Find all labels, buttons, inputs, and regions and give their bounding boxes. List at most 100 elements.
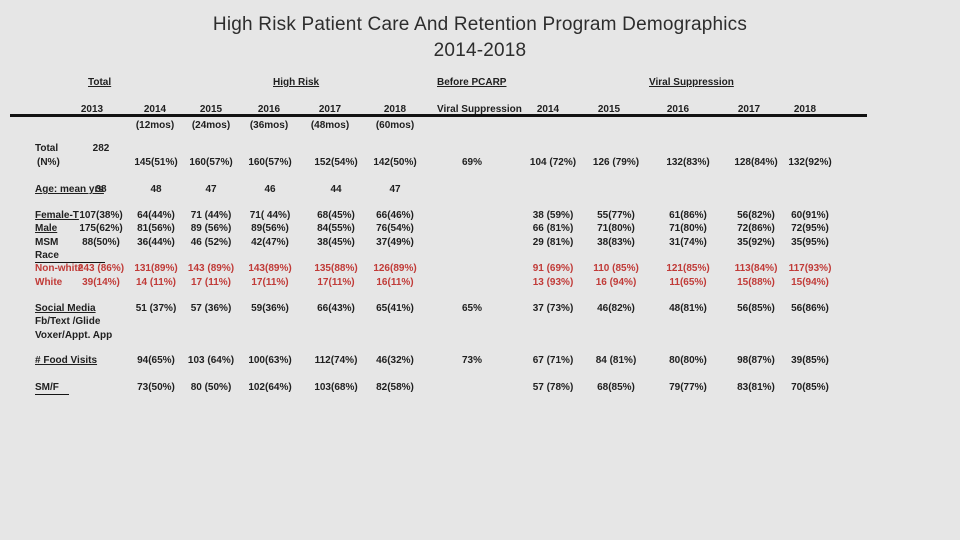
cell: 56(85%) [737, 303, 775, 314]
group-header-high-risk: High Risk [273, 77, 320, 88]
cell: 56(86%) [791, 303, 829, 314]
cell: 35(95%) [791, 237, 829, 248]
slide-title-line2: 2014-2018 [433, 40, 527, 61]
col-subheader-12mos: (12mos) [135, 120, 175, 131]
col-header-hr-2018: 2018 [383, 104, 407, 115]
cell: 16 (94%) [595, 277, 637, 288]
row-label-voxer-appt-app: Voxer/Appt. App [35, 330, 113, 341]
cell: 80 (50%) [190, 382, 232, 393]
col-header-vs-2017: 2017 [737, 104, 761, 115]
cell: 89(56%) [251, 223, 289, 234]
cell: 65% [461, 303, 482, 314]
cell: 81(56%) [137, 223, 175, 234]
row-label-food-visits: # Food Visits [35, 355, 98, 366]
cell: 29 (81%) [532, 237, 574, 248]
cell: 46 [264, 184, 276, 195]
col-subheader-36mos: (36mos) [249, 120, 289, 131]
cell: 126 (79%) [592, 157, 640, 168]
group-header-row: Total High Risk Before PCARP Viral Suppr… [0, 76, 960, 89]
row-social-media: Social Media 51 (37%) 57 (36%) 59(36%) 6… [0, 302, 960, 315]
cell: 47 [205, 184, 217, 195]
cell: 31(74%) [669, 237, 707, 248]
cell: 89 (56%) [190, 223, 232, 234]
cell: 72(86%) [737, 223, 775, 234]
cell: 68(45%) [317, 210, 355, 221]
row-label-smf: SM/F [35, 381, 69, 395]
cell: 17(11%) [251, 277, 289, 288]
cell: 66 (81%) [532, 223, 574, 234]
cell: 14 (11%) [135, 277, 177, 288]
cell: 117(93%) [788, 263, 832, 274]
cell: 107(38%) [79, 210, 123, 221]
cell: 84(55%) [317, 223, 355, 234]
cell: 160(57%) [248, 157, 292, 168]
cell: 67 (71%) [532, 355, 574, 366]
cell: 57 (36%) [190, 303, 232, 314]
cell: 46 (52%) [190, 237, 232, 248]
cell: 71(80%) [597, 223, 635, 234]
row-female: Female-T 107(38%) 64(44%) 71 (44%) 71( 4… [0, 209, 960, 222]
cell: 128(84%) [734, 157, 778, 168]
cell: 143(89%) [248, 263, 292, 274]
cell: 15(88%) [737, 277, 775, 288]
cell: 145(51%) [134, 157, 178, 168]
cell: 44 [330, 184, 342, 195]
cell: 104 (72%) [529, 157, 577, 168]
cell: 103 (64%) [187, 355, 235, 366]
cell: 56(82%) [737, 210, 775, 221]
header-divider-line [10, 114, 867, 117]
cell: 57 (78%) [532, 382, 574, 393]
cell: 61(86%) [669, 210, 707, 221]
cell: 71 (44%) [190, 210, 232, 221]
row-male: Male 175(62%) 81(56%) 89 (56%) 89(56%) 8… [0, 222, 960, 235]
row-label-white: White [35, 277, 63, 288]
group-header-total: Total [88, 77, 112, 88]
col-header-hr-2017: 2017 [318, 104, 342, 115]
cell: 38(83%) [597, 237, 635, 248]
row-label-race: Race [35, 249, 105, 263]
group-header-before-pcarp: Before PCARP [437, 77, 507, 88]
cell: 64(44%) [137, 210, 175, 221]
cell: 132(83%) [666, 157, 710, 168]
cell: 84 (81%) [595, 355, 637, 366]
col-subheader-24mos: (24mos) [191, 120, 231, 131]
cell: 76(54%) [376, 223, 414, 234]
row-label-fb-text-glide: Fb/Text /Glide [35, 316, 101, 327]
cell: 39(14%) [82, 277, 120, 288]
row-label-non-white: Non-white [35, 263, 84, 274]
col-subheader-60mos: (60mos) [375, 120, 415, 131]
cell: 16(11%) [376, 277, 414, 288]
cell: 68(85%) [597, 382, 635, 393]
row-social-media-sub1: Fb/Text /Glide [0, 315, 960, 328]
cell: 71( 44%) [249, 210, 291, 221]
cell: 88(50%) [82, 237, 120, 248]
cell: 48 [150, 184, 162, 195]
cell: 100(63%) [248, 355, 292, 366]
cell: 51 (37%) [135, 303, 177, 314]
row-non-white: Non-white 243 (86%) 131(89%) 143 (89%) 1… [0, 262, 960, 275]
cell: 48(81%) [669, 303, 707, 314]
col-header-vs-2014: 2014 [536, 104, 560, 115]
cell: 60(91%) [791, 210, 829, 221]
row-total: Total 282 [0, 142, 960, 155]
row-food-visits: # Food Visits 94(65%) 103 (64%) 100(63%)… [0, 354, 960, 367]
row-label-n-pct: (N%) [37, 157, 60, 168]
cell: 102(64%) [248, 382, 292, 393]
cell: 121(85%) [666, 263, 710, 274]
col-subheader-48mos: (48mos) [310, 120, 350, 131]
row-label-total: Total [35, 143, 59, 154]
col-header-hr-2016: 2016 [257, 104, 281, 115]
cell: 152(54%) [314, 157, 358, 168]
cell: 98(87%) [737, 355, 775, 366]
cell: 36(44%) [137, 237, 175, 248]
cell: 70(85%) [791, 382, 829, 393]
cell: 11(65%) [669, 277, 707, 288]
group-header-viral-suppression: Viral Suppression [649, 77, 734, 88]
slide-title-line1: High Risk Patient Care And Retention Pro… [212, 14, 748, 35]
row-label-male: Male [35, 223, 58, 234]
cell: 73% [461, 355, 482, 366]
row-msm: MSM 88(50%) 36(44%) 46 (52%) 42(47%) 38(… [0, 236, 960, 249]
cell: 38 (59%) [532, 210, 574, 221]
cell: 135(88%) [314, 263, 358, 274]
